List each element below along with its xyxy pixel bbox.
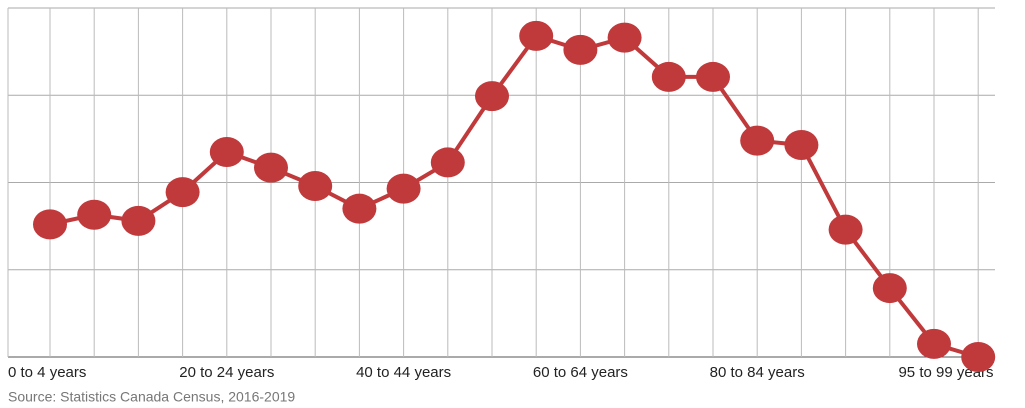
x-tick-label: 60 to 64 years bbox=[533, 364, 628, 381]
point bbox=[607, 22, 642, 53]
point bbox=[696, 61, 730, 92]
x-tick-label: 0 to 4 years bbox=[8, 364, 86, 381]
point bbox=[563, 34, 598, 65]
point bbox=[961, 342, 996, 372]
point bbox=[77, 199, 112, 230]
point bbox=[254, 152, 288, 183]
point bbox=[33, 209, 67, 240]
point bbox=[342, 193, 377, 224]
point bbox=[828, 214, 863, 245]
point bbox=[386, 173, 421, 204]
point bbox=[121, 205, 156, 236]
point bbox=[651, 61, 686, 92]
point bbox=[209, 136, 244, 167]
point bbox=[740, 125, 775, 156]
point bbox=[475, 81, 509, 112]
point bbox=[519, 20, 554, 51]
line bbox=[49, 33, 979, 359]
point bbox=[872, 273, 907, 304]
point bbox=[165, 177, 200, 208]
point bbox=[430, 147, 465, 178]
x-tick-label: 80 to 84 years bbox=[710, 364, 805, 381]
point bbox=[298, 170, 333, 201]
source: Source: Statistics Canada Census, 2016-2… bbox=[8, 389, 295, 405]
point bbox=[784, 129, 819, 160]
x-tick-label: 40 to 44 years bbox=[356, 364, 451, 381]
point bbox=[917, 328, 951, 359]
x-tick-label: 20 to 24 years bbox=[179, 364, 274, 381]
